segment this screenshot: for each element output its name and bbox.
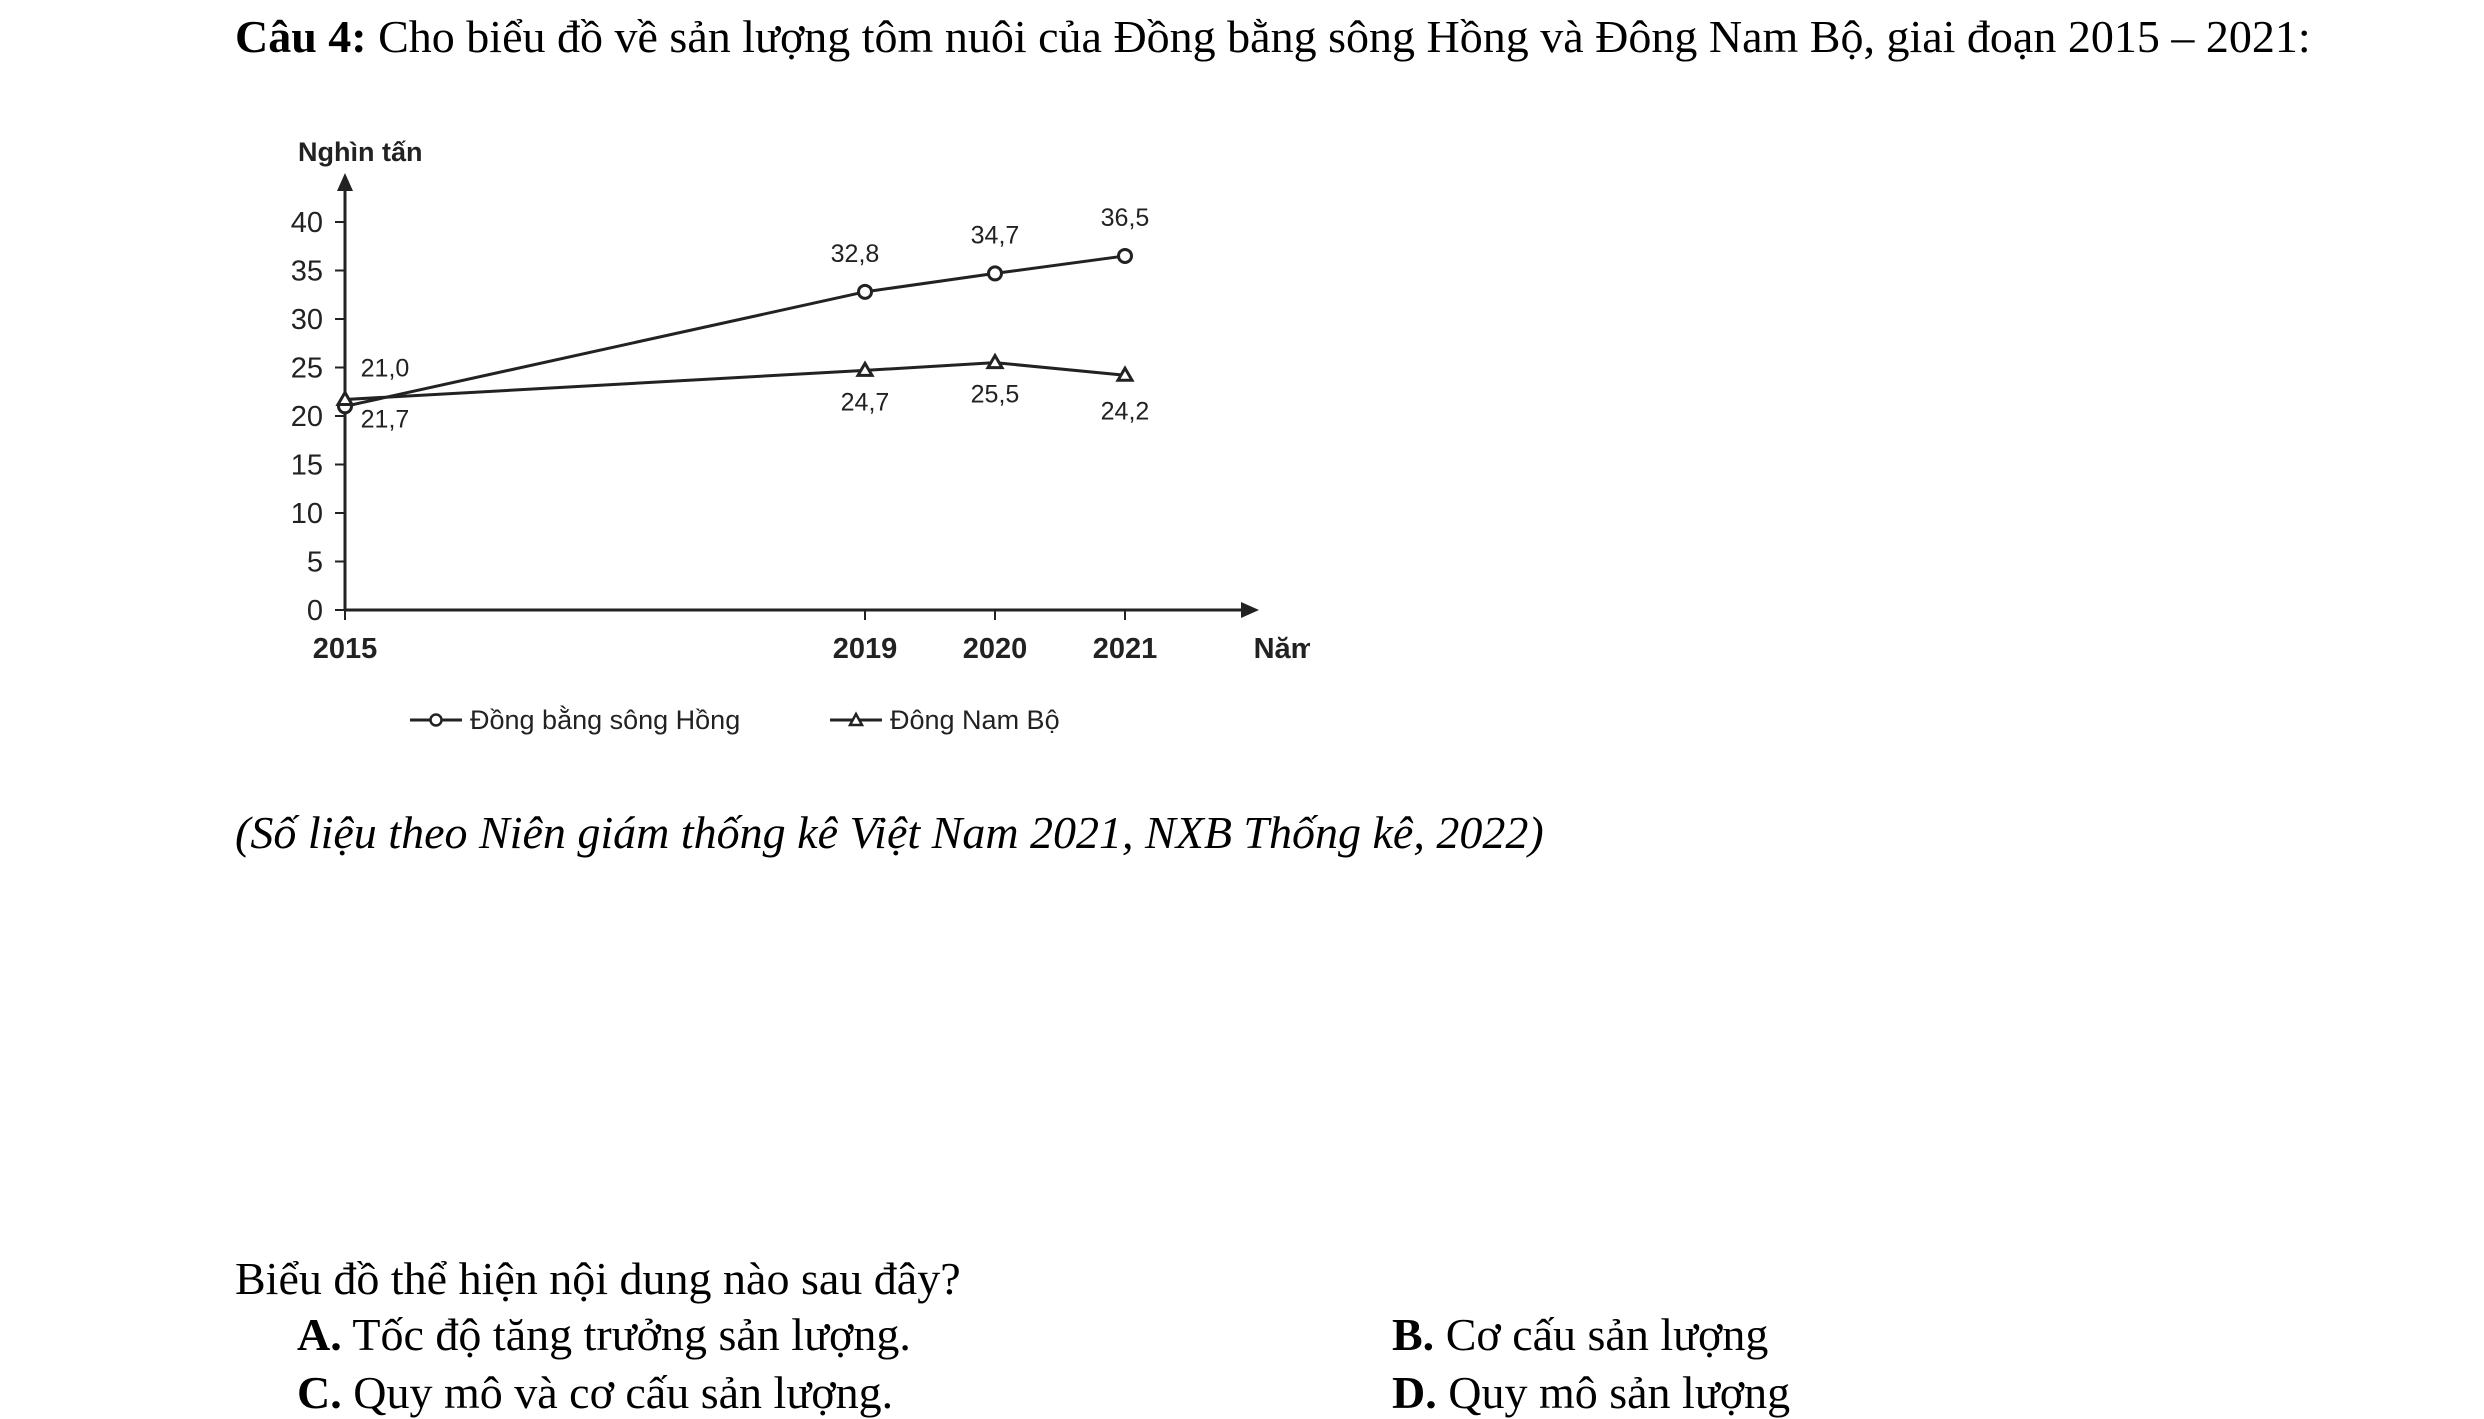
option-a-text: Tốc độ tăng trưởng sản lượng. (341, 1309, 911, 1360)
option-b[interactable]: B. Cơ cấu sản lượng (1392, 1308, 1768, 1361)
option-b-letter: B. (1392, 1309, 1435, 1360)
y-axis-label: Nghìn tấn (298, 137, 422, 167)
chart-svg: 0 5 10 15 20 25 30 35 40 Nghìn tấn 2015 2019 2020 202… (291, 137, 1310, 735)
data-point (855, 360, 875, 377)
y-tick-label: 10 (291, 498, 323, 530)
series-line-0 (344, 254, 1126, 408)
y-tick-label: 20 (291, 401, 323, 433)
option-d-letter: D. (1392, 1367, 1437, 1418)
x-axis-arrow (1241, 602, 1259, 618)
question-prompt: Biểu đồ thể hiện nội dung nào sau đây? (235, 1253, 961, 1304)
option-d[interactable]: D. Quy mô sản lượng (1392, 1366, 1790, 1419)
legend-marker-triangle (847, 711, 865, 727)
option-c-letter: C. (297, 1367, 342, 1418)
data-label: 32,8 (831, 240, 880, 268)
question-number: Câu 4: (235, 11, 367, 62)
question-body: Cho biểu đồ về sản lượng tôm nuôi của Đồ… (366, 11, 2311, 62)
y-tick-label: 5 (307, 547, 323, 579)
option-c[interactable]: C. Quy mô và cơ cấu sản lượng. (297, 1366, 893, 1419)
data-point (857, 283, 873, 300)
series-line-1 (344, 361, 1126, 402)
y-tick-label: 25 (291, 353, 323, 385)
data-label: 25,5 (971, 381, 1020, 409)
option-b-text: Cơ cấu sản lượng (1434, 1309, 1769, 1360)
x-tick-label: 2021 (1093, 633, 1158, 665)
x-tick-label: 2015 (313, 633, 378, 665)
y-tick-label: 0 (307, 595, 323, 627)
legend-label: Đông Nam Bộ (890, 705, 1060, 735)
question-text: Câu 4: Cho biểu đồ về sản lượng tôm nuôi… (235, 8, 2455, 66)
y-axis-arrow (337, 173, 353, 191)
data-point (1117, 247, 1133, 264)
x-tick-label: 2020 (963, 633, 1028, 665)
x-axis-label: Năm (1254, 633, 1310, 665)
data-point (987, 265, 1003, 282)
legend-marker-circle (429, 713, 443, 727)
data-point (1115, 365, 1135, 382)
data-label: 36,5 (1101, 204, 1150, 232)
data-source: (Số liệu theo Niên giám thống kê Việt Na… (235, 807, 1544, 858)
option-d-text: Quy mô sản lượng (1436, 1367, 1791, 1418)
y-tick-label: 35 (291, 256, 323, 288)
data-point (335, 389, 355, 407)
data-label: 24,2 (1101, 397, 1150, 425)
y-tick-label: 30 (291, 304, 323, 336)
option-a[interactable]: A. Tốc độ tăng trưởng sản lượng. (297, 1308, 911, 1361)
data-label: 24,7 (841, 388, 890, 416)
option-a-letter: A. (297, 1309, 342, 1360)
line-chart: 0 5 10 15 20 25 30 35 40 Nghìn tấn 2015 2019 2020 202… (230, 125, 1310, 755)
y-tick-label: 15 (291, 450, 323, 482)
legend-label: Đồng bằng sông Hồng (470, 704, 740, 735)
y-tick-label: 40 (291, 207, 323, 239)
x-tick-label: 2019 (833, 633, 898, 665)
data-label: 21,7 (361, 406, 410, 434)
data-point (985, 352, 1005, 370)
data-label: 21,0 (361, 354, 410, 382)
data-label: 34,7 (971, 221, 1020, 249)
option-c-text: Quy mô và cơ cấu sản lượng. (341, 1367, 894, 1418)
